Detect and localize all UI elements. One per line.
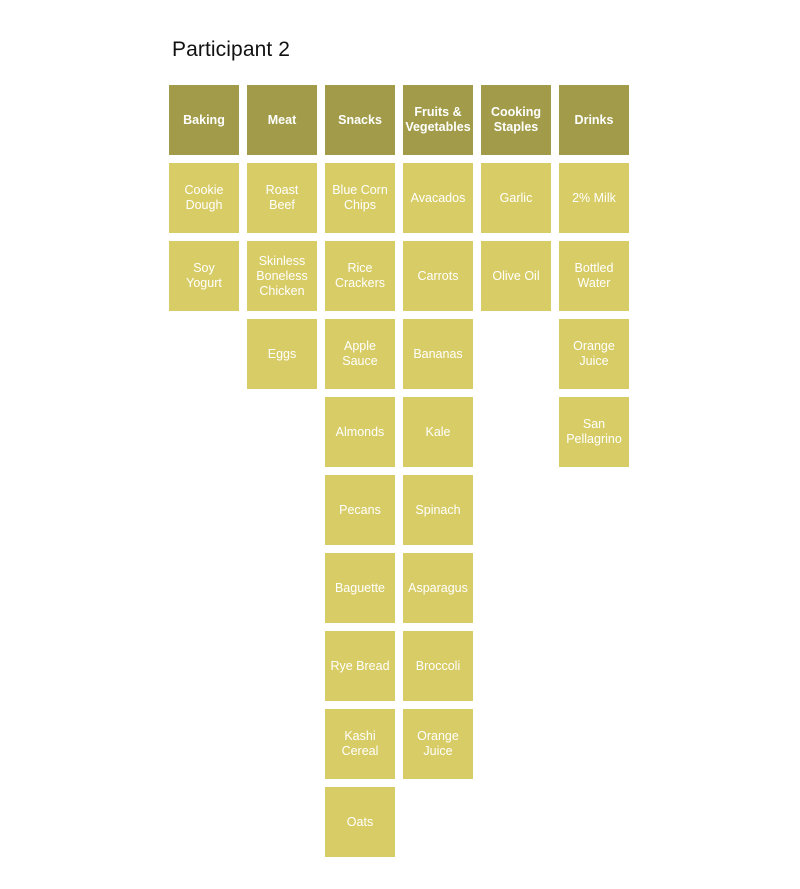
- sort-card[interactable]: Olive Oil: [481, 241, 551, 311]
- category-header[interactable]: Drinks: [559, 85, 629, 155]
- sort-card[interactable]: Blue Corn Chips: [325, 163, 395, 233]
- category-header[interactable]: Cooking Staples: [481, 85, 551, 155]
- sort-card[interactable]: Spinach: [403, 475, 473, 545]
- category-header[interactable]: Baking: [169, 85, 239, 155]
- category-column: Snacks Blue Corn Chips Rice Crackers Apple …: [325, 85, 395, 865]
- page-title: Participant 2: [172, 38, 291, 61]
- sort-card[interactable]: Kale: [403, 397, 473, 467]
- category-column: Cooking Staples Garlic Olive Oil: [481, 85, 551, 319]
- sort-card[interactable]: Pecans: [325, 475, 395, 545]
- sort-card[interactable]: Soy Yogurt: [169, 241, 239, 311]
- category-header[interactable]: Meat: [247, 85, 317, 155]
- sort-card[interactable]: Carrots: [403, 241, 473, 311]
- sort-card[interactable]: Roast Beef: [247, 163, 317, 233]
- sort-card[interactable]: San Pellagrino: [559, 397, 629, 467]
- category-column: Baking Cookie Dough Soy Yogurt: [169, 85, 239, 319]
- sort-card[interactable]: Avacados: [403, 163, 473, 233]
- sort-card[interactable]: Skinless Boneless Chicken: [247, 241, 317, 311]
- sort-card[interactable]: Rye Bread: [325, 631, 395, 701]
- sort-card[interactable]: Bananas: [403, 319, 473, 389]
- sort-card[interactable]: Rice Crackers: [325, 241, 395, 311]
- sort-card[interactable]: Asparagus: [403, 553, 473, 623]
- sort-card[interactable]: 2% Milk: [559, 163, 629, 233]
- category-header[interactable]: Fruits & Vegetables: [403, 85, 473, 155]
- sort-card[interactable]: Cookie Dough: [169, 163, 239, 233]
- sort-card[interactable]: Baguette: [325, 553, 395, 623]
- category-column: Fruits & Vegetables Avacados Carrots Banana…: [403, 85, 473, 787]
- category-column: Drinks 2% Milk Bottled Water Orange Juice Sa…: [559, 85, 629, 475]
- sort-card[interactable]: Apple Sauce: [325, 319, 395, 389]
- sort-card[interactable]: Bottled Water: [559, 241, 629, 311]
- sort-card[interactable]: Oats: [325, 787, 395, 857]
- sort-card[interactable]: Eggs: [247, 319, 317, 389]
- sort-card[interactable]: Orange Juice: [403, 709, 473, 779]
- sort-card[interactable]: Garlic: [481, 163, 551, 233]
- sort-card[interactable]: Kashi Cereal: [325, 709, 395, 779]
- sort-card[interactable]: Almonds: [325, 397, 395, 467]
- sort-card[interactable]: Orange Juice: [559, 319, 629, 389]
- category-column: Meat Roast Beef Skinless Boneless Chicken E…: [247, 85, 317, 397]
- sort-card[interactable]: Broccoli: [403, 631, 473, 701]
- category-header[interactable]: Snacks: [325, 85, 395, 155]
